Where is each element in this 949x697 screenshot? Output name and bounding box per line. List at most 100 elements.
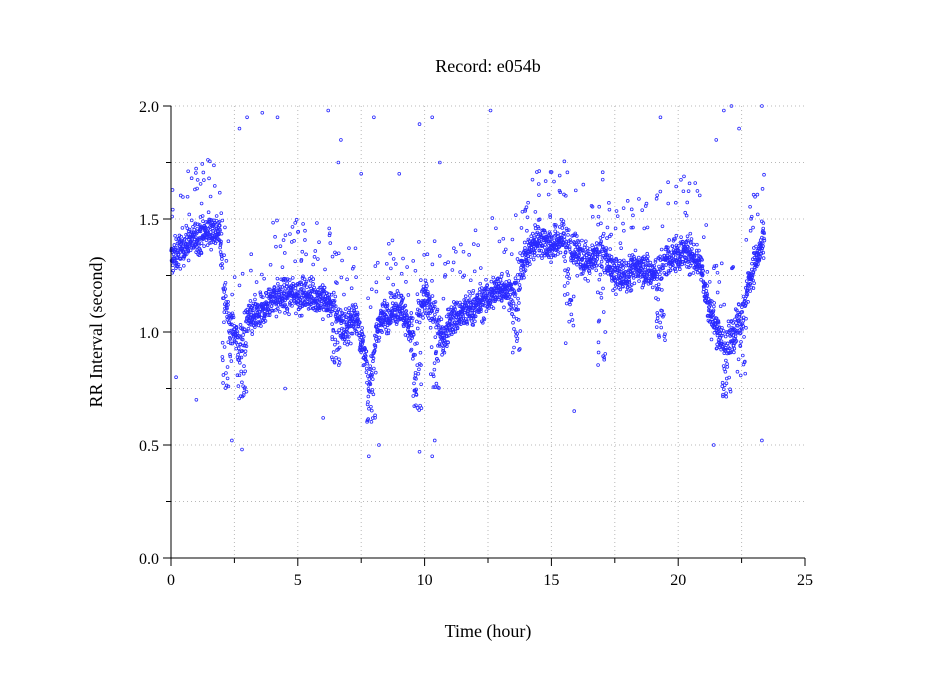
data-point bbox=[285, 309, 290, 313]
data-point bbox=[187, 212, 192, 217]
data-point bbox=[724, 394, 729, 399]
data-point bbox=[563, 259, 567, 264]
data-point bbox=[328, 313, 333, 317]
data-point bbox=[441, 296, 446, 301]
data-point bbox=[239, 355, 244, 360]
data-point bbox=[762, 172, 766, 177]
data-point bbox=[642, 226, 647, 231]
data-point bbox=[176, 253, 180, 257]
data-point bbox=[712, 301, 716, 305]
data-point bbox=[373, 370, 378, 375]
data-point bbox=[530, 177, 535, 182]
data-point bbox=[431, 304, 435, 309]
data-point bbox=[184, 252, 189, 256]
data-point bbox=[557, 188, 562, 193]
data-point bbox=[603, 352, 608, 356]
data-point bbox=[411, 259, 416, 263]
data-point bbox=[333, 342, 337, 347]
data-point bbox=[388, 251, 393, 256]
data-point bbox=[601, 245, 605, 249]
data-point bbox=[723, 349, 727, 353]
data-point bbox=[371, 356, 376, 360]
data-point bbox=[220, 262, 224, 266]
data-point bbox=[701, 269, 705, 273]
data-point bbox=[712, 331, 717, 335]
data-point bbox=[676, 244, 681, 248]
data-point bbox=[313, 308, 318, 313]
data-point bbox=[507, 294, 512, 299]
data-point bbox=[236, 346, 241, 351]
data-point bbox=[366, 387, 371, 391]
data-point bbox=[445, 327, 450, 332]
data-point bbox=[194, 166, 198, 171]
data-point bbox=[629, 288, 634, 292]
data-point bbox=[572, 409, 577, 413]
y-tick-label: 2.0 bbox=[139, 99, 159, 116]
data-point bbox=[236, 384, 241, 388]
data-point bbox=[437, 386, 441, 390]
data-point bbox=[323, 267, 327, 272]
data-point bbox=[697, 260, 702, 265]
data-point bbox=[525, 228, 529, 233]
data-point bbox=[704, 289, 709, 293]
data-point bbox=[761, 226, 766, 231]
data-point bbox=[217, 190, 222, 195]
x-tick-label: 0 bbox=[167, 572, 175, 589]
data-point bbox=[237, 356, 242, 360]
data-point bbox=[312, 255, 317, 259]
data-point bbox=[346, 339, 351, 344]
data-point bbox=[250, 308, 255, 313]
data-point bbox=[418, 350, 423, 355]
data-point bbox=[536, 182, 541, 186]
data-point bbox=[425, 305, 430, 310]
data-point bbox=[431, 385, 436, 389]
y-tick-label: 1.0 bbox=[139, 325, 159, 342]
data-point bbox=[510, 350, 515, 355]
data-point bbox=[691, 271, 696, 275]
data-point bbox=[757, 258, 762, 263]
data-point bbox=[754, 262, 759, 267]
data-point bbox=[518, 251, 522, 255]
data-point bbox=[663, 338, 667, 342]
data-point bbox=[393, 317, 397, 322]
data-point bbox=[660, 224, 665, 229]
data-point bbox=[659, 247, 664, 252]
data-point bbox=[443, 343, 447, 348]
data-point bbox=[373, 345, 378, 349]
data-point bbox=[528, 255, 533, 259]
data-point bbox=[242, 386, 247, 391]
data-point bbox=[573, 188, 578, 193]
data-point bbox=[759, 248, 764, 253]
x-tick-label: 10 bbox=[417, 572, 433, 589]
data-point bbox=[421, 299, 426, 303]
data-point bbox=[711, 443, 716, 447]
data-point bbox=[367, 454, 371, 459]
data-point bbox=[599, 239, 603, 244]
data-point bbox=[561, 219, 566, 224]
data-point bbox=[691, 242, 696, 247]
data-point bbox=[321, 416, 325, 420]
data-point bbox=[748, 228, 753, 233]
data-point bbox=[548, 213, 552, 217]
data-point bbox=[278, 287, 283, 292]
data-point bbox=[369, 405, 373, 409]
data-point bbox=[738, 344, 743, 348]
data-point bbox=[343, 307, 348, 311]
data-point bbox=[722, 383, 727, 388]
data-point bbox=[417, 122, 422, 126]
data-point bbox=[567, 245, 572, 249]
data-point bbox=[360, 326, 364, 330]
data-point bbox=[280, 265, 285, 269]
data-point bbox=[397, 172, 402, 176]
data-point bbox=[513, 294, 517, 298]
data-point bbox=[740, 327, 744, 332]
data-point bbox=[345, 342, 350, 347]
data-point bbox=[404, 309, 409, 313]
data-point bbox=[338, 308, 343, 312]
data-point bbox=[554, 223, 558, 227]
data-point bbox=[595, 254, 600, 258]
data-point bbox=[467, 289, 471, 294]
data-point bbox=[414, 319, 419, 324]
data-point bbox=[433, 300, 438, 304]
data-point bbox=[282, 283, 286, 287]
